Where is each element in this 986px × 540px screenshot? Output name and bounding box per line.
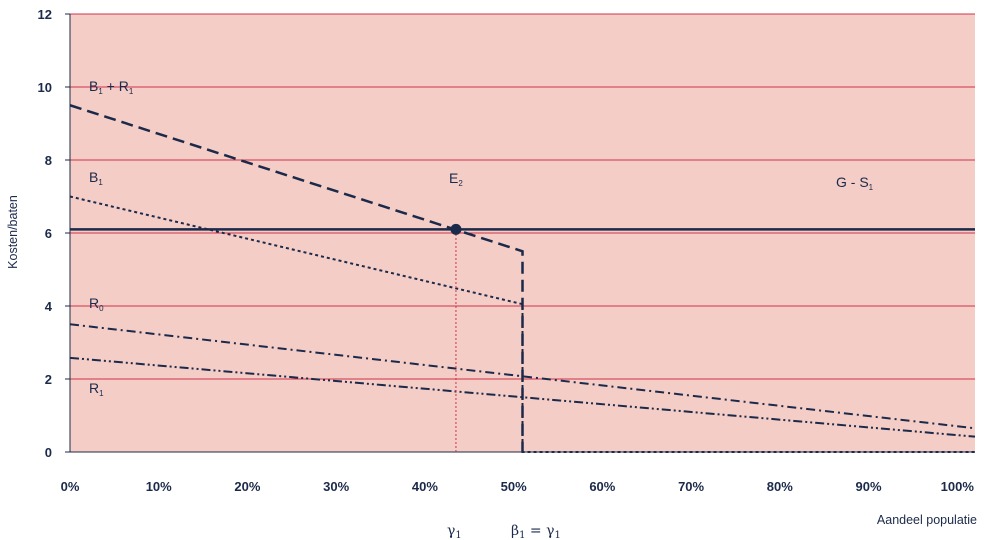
label-g-s1: G - S1 bbox=[836, 174, 874, 192]
x-tick-label: 0% bbox=[61, 479, 80, 494]
x-tick-label: 30% bbox=[323, 479, 349, 494]
equilibrium-marks bbox=[450, 223, 462, 452]
y-tick-label: 2 bbox=[45, 372, 52, 387]
y-tick-label: 8 bbox=[45, 153, 52, 168]
label-b1: B1 bbox=[89, 169, 103, 187]
series-line-0 bbox=[69, 104, 524, 452]
y-tick-label: 4 bbox=[45, 299, 53, 314]
x-tick-label: 60% bbox=[589, 479, 615, 494]
y-tick-label: 6 bbox=[45, 226, 52, 241]
x-tick-label: 20% bbox=[234, 479, 260, 494]
x-tick-label: 70% bbox=[678, 479, 704, 494]
x-tick-label: 80% bbox=[767, 479, 793, 494]
label-e2: E2 bbox=[449, 170, 463, 188]
label-b1-plus-r1: B1 + R1 bbox=[89, 78, 134, 96]
y-axis-title: Kosten/baten bbox=[6, 195, 20, 269]
gamma1-annotation: γ1 bbox=[447, 523, 462, 540]
x-tick-label: 40% bbox=[412, 479, 438, 494]
x-tick-labels: 0% 10% 20% 30% 40% 50% 60% 70% 80% 90% 100% bbox=[61, 479, 975, 494]
equilibrium-point-e2 bbox=[450, 223, 462, 235]
label-r1: R1 bbox=[89, 380, 104, 398]
beta1-equals-gamma1-annotation: β1 = γ1 bbox=[511, 523, 561, 540]
x-tick-label: 90% bbox=[856, 479, 882, 494]
series-lines bbox=[69, 104, 976, 453]
x-tick-label: 50% bbox=[501, 479, 527, 494]
y-tick-label: 10 bbox=[38, 80, 52, 95]
y-tick-label: 0 bbox=[45, 445, 52, 460]
x-axis-title: Aandeel populatie bbox=[877, 513, 977, 527]
y-tick-labels: 0 2 4 6 8 10 12 bbox=[38, 7, 70, 460]
y-tick-label: 12 bbox=[38, 7, 52, 22]
x-tick-label: 10% bbox=[146, 479, 172, 494]
x-tick-label: 100% bbox=[941, 479, 975, 494]
label-r0: R0 bbox=[89, 295, 104, 313]
